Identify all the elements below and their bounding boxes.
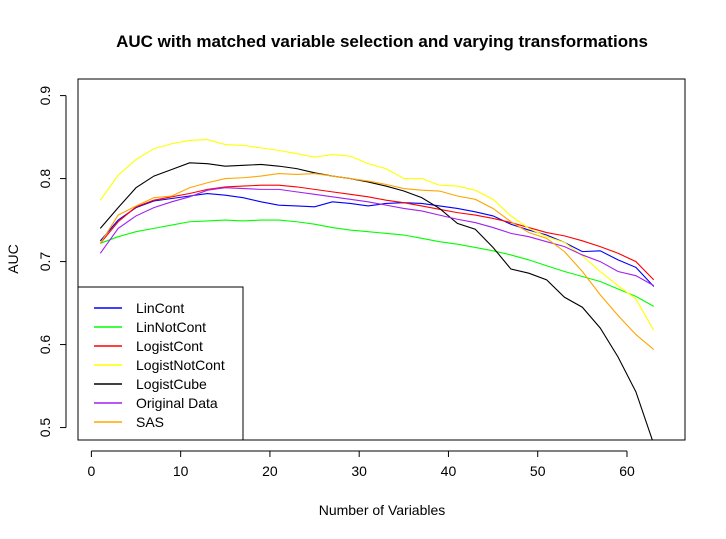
legend-label: LinCont (136, 300, 184, 316)
legend-label: Original Data (136, 395, 218, 411)
legend-label: LogistNotCont (136, 357, 225, 373)
legend-label: SAS (136, 414, 164, 430)
x-tick-label: 10 (173, 463, 189, 479)
y-tick-label: 0.6 (37, 335, 53, 355)
x-tick-label: 50 (530, 463, 546, 479)
legend-box (77, 286, 244, 441)
series-line-3 (99, 139, 655, 331)
chart-title: AUC with matched variable selection and … (116, 32, 648, 51)
series-line-1 (100, 219, 655, 307)
legend-label: LogistCont (136, 338, 203, 354)
series-line-5 (99, 187, 655, 287)
series-line-0 (99, 192, 655, 287)
x-tick-label: 40 (441, 463, 457, 479)
y-tick-label: 0.9 (37, 86, 53, 106)
legend-items: LinCont LinNotCont LogistCont LogistNotCont… (94, 300, 225, 430)
y-tick-label: 0.8 (37, 169, 53, 189)
x-axis-label: Number of Variables (319, 502, 446, 518)
series-line-4 (99, 162, 653, 440)
y-axis: 0.5 0.6 0.7 0.8 0.9 (37, 86, 67, 438)
series-line-2 (99, 184, 655, 281)
y-tick-label: 0.7 (37, 252, 53, 272)
legend: LinCont LinNotCont LogistCont LogistNotCont… (77, 286, 244, 441)
legend-label: LogistCube (136, 376, 207, 392)
series-line-6 (99, 173, 655, 350)
x-axis: 0 10 20 30 40 50 60 (87, 450, 635, 479)
x-tick-label: 60 (619, 463, 635, 479)
series-layer (99, 139, 655, 440)
y-tick-label: 0.5 (37, 418, 53, 438)
x-tick-label: 0 (87, 463, 95, 479)
plot-frame (77, 78, 686, 441)
y-axis-label: AUC (5, 244, 21, 274)
x-tick-label: 30 (351, 463, 367, 479)
legend-label: LinNotCont (136, 319, 206, 335)
x-tick-label: 20 (262, 463, 278, 479)
